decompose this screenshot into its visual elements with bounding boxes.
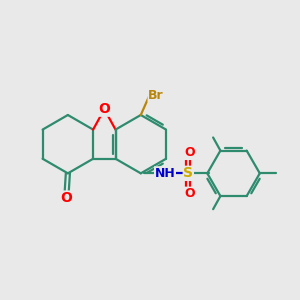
Text: NH: NH: [154, 167, 176, 180]
Text: O: O: [98, 102, 110, 116]
Text: S: S: [183, 166, 193, 180]
Text: O: O: [184, 146, 195, 159]
Text: O: O: [184, 187, 195, 200]
Text: O: O: [61, 191, 72, 205]
Text: Br: Br: [148, 89, 164, 102]
